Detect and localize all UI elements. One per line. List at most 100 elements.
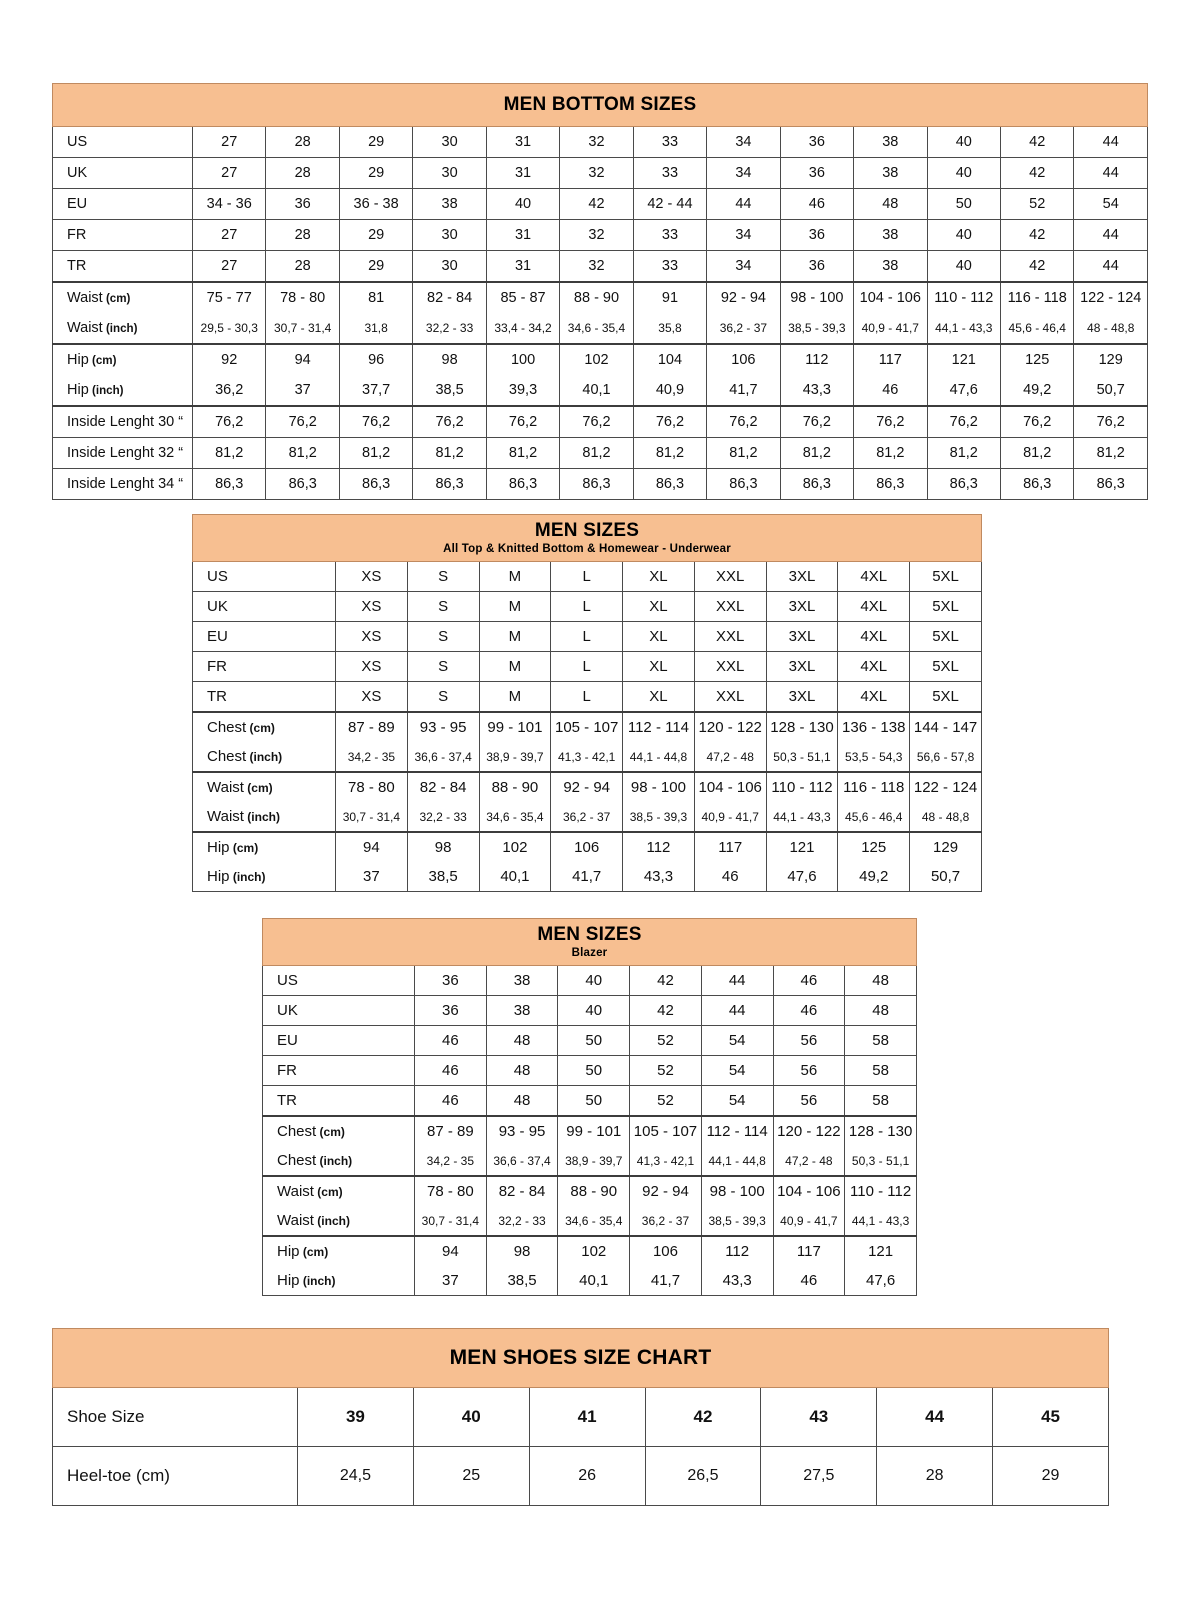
table-cell: 75 - 77 xyxy=(191,281,267,313)
table-cell: 56 xyxy=(772,1085,846,1117)
table-cell: 30 xyxy=(412,126,487,158)
table-body: US 27 28 29 30 31 32 33 34 36 38 40 42 44 UK 27 28 29 30 31… xyxy=(52,126,1148,500)
row-label-text: EU xyxy=(277,1032,298,1049)
table-cell: 46 xyxy=(772,1266,846,1296)
table-cell: 31 xyxy=(485,157,561,189)
table-cell: 48 xyxy=(485,1055,559,1086)
table-cell: 28 xyxy=(265,219,340,251)
table-cell: 36,6 - 37,4 xyxy=(406,742,480,773)
table-cell: 36,2 - 37 xyxy=(706,313,781,345)
table-cell: 48 - 48,8 xyxy=(909,802,982,833)
table-row: TR XS S M L XL XXL 3XL 4XL 5XL xyxy=(192,681,982,713)
table-cell: 41,3 - 42,1 xyxy=(629,1146,702,1177)
table-cell: 82 - 84 xyxy=(406,771,480,802)
table-cell: XXL xyxy=(693,651,767,682)
row-label-text: Inside Lenght 34 “ xyxy=(67,476,184,492)
row-unit-text: (cm) xyxy=(243,781,273,795)
table-cell: 94 xyxy=(335,831,408,862)
table-cell: 30 xyxy=(412,157,487,189)
row-label-text: EU xyxy=(67,196,88,212)
table-cell: 81,2 xyxy=(926,437,1001,469)
table-cell: 4XL xyxy=(837,651,911,682)
table-row: FR 46 48 50 52 54 56 58 xyxy=(262,1055,917,1086)
table-cell: 45,6 - 46,4 xyxy=(999,313,1075,345)
table-cell: 27 xyxy=(191,126,267,158)
table-cell: 43,3 xyxy=(779,375,855,407)
table-row: US 36 38 40 42 44 46 48 xyxy=(262,965,917,996)
table-cell: 122 - 124 xyxy=(1073,281,1148,313)
row-label-text: Hip xyxy=(207,839,230,856)
table-row: Inside Lenght 30 “76,2 76,2 76,2 76,2 76,2 76… xyxy=(52,405,1148,438)
table-cell: L xyxy=(550,591,624,622)
table-row: Chest (inch) 34,2 - 35 36,6 - 37,4 38,9 - 3… xyxy=(262,1146,917,1177)
row-unit-text: (cm) xyxy=(229,841,259,855)
table-cell: 53,5 - 54,3 xyxy=(837,742,911,773)
table-row: Waist (inch) 29,5 - 30,3 30,7 - 31,4 31,8 32… xyxy=(52,313,1148,345)
table-cell: S xyxy=(406,681,480,713)
table-cell: 40 xyxy=(557,965,631,996)
table-cell: XL xyxy=(622,621,695,652)
table-cell: 86,3 xyxy=(191,468,267,500)
table-cell: 104 - 106 xyxy=(693,771,767,802)
table-row: Hip (cm) 92 94 96 98 100 102 104 106 112 117 121 125… xyxy=(52,343,1148,375)
table-cell: 40,9 - 41,7 xyxy=(853,313,928,345)
table-cell: 92 - 94 xyxy=(629,1175,702,1206)
row-label-text: Chest xyxy=(207,748,247,765)
table-cell: 27,5 xyxy=(760,1446,878,1506)
table-cell: 102 xyxy=(478,831,552,862)
row-unit-text: (inch) xyxy=(246,750,283,764)
row-label-text: UK xyxy=(277,1002,298,1019)
row-label-text: FR xyxy=(207,658,227,675)
table-body: US 36 38 40 42 44 46 48 UK 36 38 40 42 44 46 48 EU 46 48 50… xyxy=(262,965,917,1296)
table-row: Chest (cm) 87 - 89 93 - 95 99 - 101 105 - 10… xyxy=(192,711,982,742)
row-label-text: Waist xyxy=(207,779,244,796)
table-cell: 86,3 xyxy=(412,468,487,500)
row-label-cell: Shoe Size xyxy=(52,1387,298,1447)
table-cell: 112 - 114 xyxy=(700,1115,774,1146)
row-label-text: Waist xyxy=(277,1212,314,1229)
table-cell: 38 xyxy=(485,965,559,996)
row-label-text: Heel-toe (cm) xyxy=(67,1466,170,1485)
row-unit-text: (inch) xyxy=(313,1214,350,1228)
table-cell: 33 xyxy=(632,126,708,158)
table-cell: 98 - 100 xyxy=(700,1175,774,1206)
table-cell: 29 xyxy=(338,250,414,283)
table-cell: 48 xyxy=(485,1085,559,1117)
row-label-cell: Waist (cm) xyxy=(262,1175,415,1206)
table-cell: 50 xyxy=(557,1055,631,1086)
table-cell: 58 xyxy=(844,1085,917,1117)
row-unit-text: (inch) xyxy=(316,1154,353,1168)
table-cell: 110 - 112 xyxy=(844,1175,917,1206)
table-row: US XS S M L XL XXL 3XL 4XL 5XL xyxy=(192,561,982,592)
row-label-cell: Chest (cm) xyxy=(192,711,336,742)
table-cell: 5XL xyxy=(909,591,982,622)
table-header: MEN BOTTOM SIZES xyxy=(52,83,1148,127)
table-cell: 129 xyxy=(909,831,982,862)
table-cell: 116 - 118 xyxy=(999,281,1075,313)
table-cell: 120 - 122 xyxy=(693,711,767,742)
table-title-row: MEN SIZES Blazer xyxy=(262,918,917,966)
table-cell: 34,6 - 35,4 xyxy=(559,313,634,345)
table-cell: XS xyxy=(335,621,408,652)
table-cell: 81,2 xyxy=(999,437,1075,469)
table-cell: 38,5 - 39,3 xyxy=(779,313,855,345)
row-label-text: Waist xyxy=(67,290,103,306)
table-cell: 5XL xyxy=(909,621,982,652)
table-cell: 54 xyxy=(700,1085,774,1117)
row-label-cell: Waist (cm) xyxy=(192,771,336,802)
table-cell: 42 xyxy=(999,219,1075,251)
table-cell: 125 xyxy=(999,343,1075,375)
table-row: Chest (inch) 34,2 - 35 36,6 - 37,4 38,9 - 3… xyxy=(192,742,982,773)
table-cell: 76,2 xyxy=(265,405,340,438)
row-label-cell: TR xyxy=(262,1085,415,1117)
table-cell: 117 xyxy=(853,343,928,375)
table-title-row: MEN SHOES SIZE CHART xyxy=(52,1328,1109,1388)
table-cell: 128 - 130 xyxy=(765,711,839,742)
row-label-text: US xyxy=(277,972,298,989)
table-cell: 42 - 44 xyxy=(632,188,708,220)
row-label-text: FR xyxy=(67,227,87,243)
table-row: Inside Lenght 32 “81,2 81,2 81,2 81,2 81,2 81… xyxy=(52,437,1148,469)
table-cell: 37 xyxy=(414,1266,487,1296)
table-cell: 38 xyxy=(853,250,928,283)
table-cell: 46 xyxy=(853,375,928,407)
